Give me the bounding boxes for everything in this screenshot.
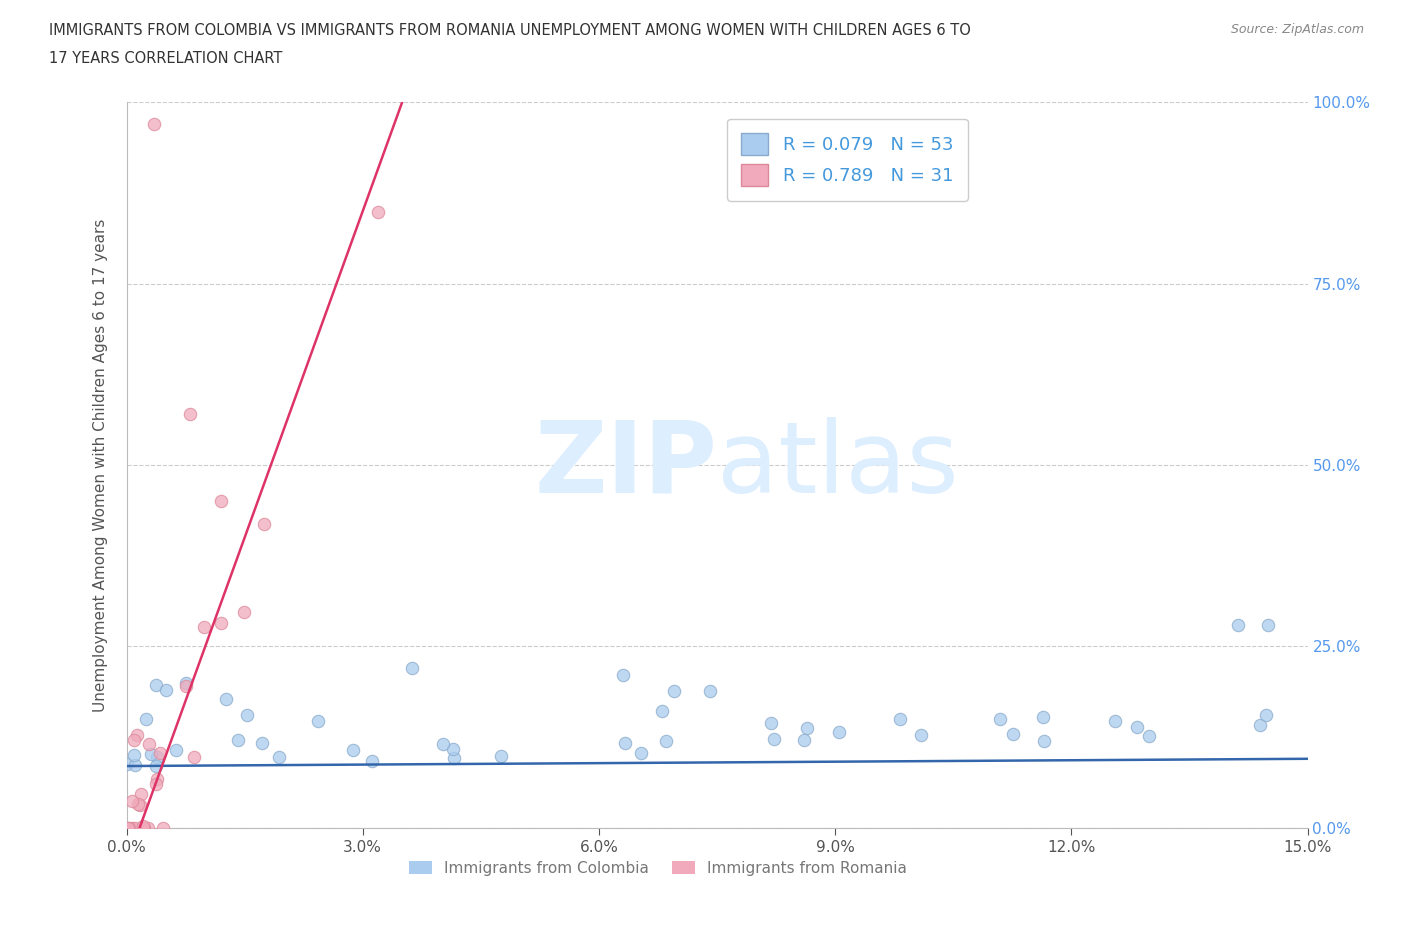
Point [146, 771, 169, 786]
Point [135, 711, 157, 726]
Point [155, 683, 177, 698]
Point [252, 516, 274, 531]
Point [250, 736, 273, 751]
Point [117, 820, 139, 835]
Point [613, 736, 636, 751]
Point [763, 732, 786, 747]
Point [124, 748, 146, 763]
Point [145, 678, 167, 693]
Point [233, 605, 256, 620]
Point [183, 750, 205, 764]
Text: 17 YEARS CORRELATION CHART: 17 YEARS CORRELATION CHART [49, 51, 283, 66]
Point [121, 820, 143, 835]
Point [1226, 618, 1249, 632]
Point [226, 733, 249, 748]
Point [150, 842, 173, 857]
Point [361, 753, 384, 768]
Point [612, 668, 634, 683]
Point [129, 798, 152, 813]
Point [1249, 717, 1271, 732]
Point [141, 747, 163, 762]
Point [145, 759, 167, 774]
Point [145, 777, 167, 791]
Point [132, 857, 155, 871]
Point [1104, 713, 1126, 728]
Point [146, 750, 169, 764]
Point [132, 818, 155, 833]
Point [793, 733, 815, 748]
Point [215, 692, 238, 707]
Point [1125, 719, 1147, 734]
Legend: Immigrants from Colombia, Immigrants from Romania: Immigrants from Colombia, Immigrants fro… [404, 855, 912, 882]
Point [662, 684, 685, 698]
Point [165, 743, 187, 758]
Point [122, 733, 145, 748]
Point [759, 716, 782, 731]
Point [489, 749, 512, 764]
Point [401, 660, 423, 675]
Point [131, 820, 153, 835]
Text: ZIP: ZIP [534, 417, 717, 513]
Text: IMMIGRANTS FROM COLOMBIA VS IMMIGRANTS FROM ROMANIA UNEMPLOYMENT AMONG WOMEN WIT: IMMIGRANTS FROM COLOMBIA VS IMMIGRANTS F… [49, 23, 972, 38]
Point [630, 745, 652, 760]
Point [267, 750, 290, 764]
Point [827, 724, 849, 739]
Point [889, 711, 911, 726]
Point [143, 116, 166, 131]
Point [651, 704, 673, 719]
Text: atlas: atlas [717, 417, 959, 513]
Point [117, 757, 139, 772]
Point [988, 711, 1011, 726]
Point [796, 721, 818, 736]
Point [127, 797, 149, 812]
Point [441, 741, 464, 756]
Point [1032, 710, 1054, 724]
Point [1033, 733, 1056, 748]
Point [1257, 618, 1279, 632]
Point [132, 820, 155, 835]
Point [124, 757, 146, 772]
Point [1001, 727, 1024, 742]
Point [342, 742, 364, 757]
Point [1137, 729, 1160, 744]
Point [432, 737, 454, 751]
Point [124, 820, 146, 835]
Point [138, 737, 160, 751]
Point [127, 727, 149, 742]
Point [910, 727, 932, 742]
Point [209, 494, 232, 509]
Point [193, 619, 215, 634]
Point [699, 684, 721, 698]
Point [655, 734, 678, 749]
Point [209, 616, 232, 631]
Text: Source: ZipAtlas.com: Source: ZipAtlas.com [1230, 23, 1364, 36]
Point [443, 751, 465, 766]
Point [121, 793, 143, 808]
Point [367, 205, 389, 219]
Point [129, 787, 152, 802]
Point [174, 675, 197, 690]
Point [236, 708, 259, 723]
Point [179, 406, 201, 421]
Y-axis label: Unemployment Among Women with Children Ages 6 to 17 years: Unemployment Among Women with Children A… [93, 219, 108, 711]
Point [307, 713, 329, 728]
Point [152, 820, 174, 835]
Point [149, 746, 172, 761]
Point [176, 678, 198, 693]
Point [1256, 708, 1278, 723]
Point [136, 820, 159, 835]
Point [118, 820, 141, 835]
